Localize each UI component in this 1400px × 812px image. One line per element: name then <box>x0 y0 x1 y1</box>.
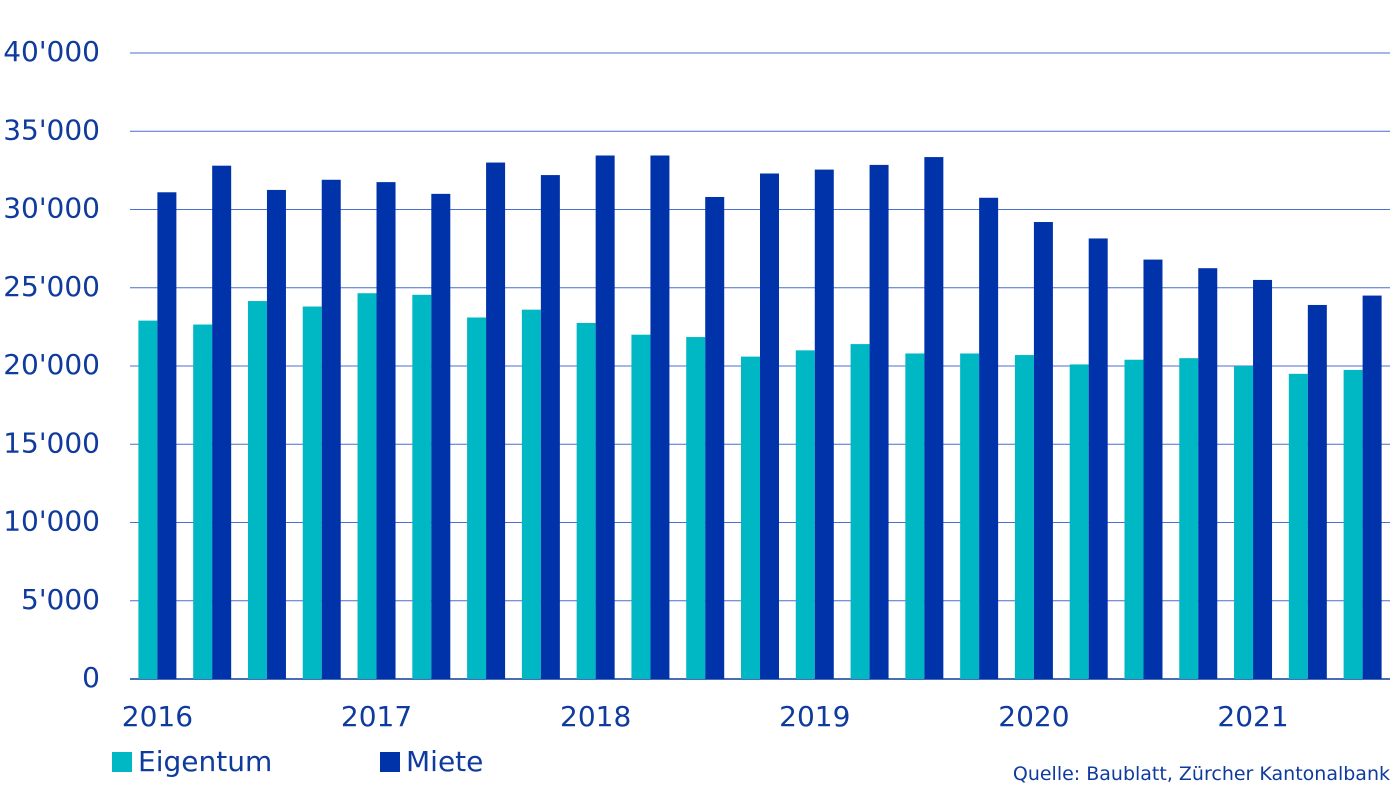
bar <box>686 337 706 679</box>
bar <box>960 353 980 679</box>
bar <box>302 306 322 679</box>
bar <box>1307 304 1327 679</box>
bar <box>540 175 560 679</box>
x-tick-label: 2020 <box>998 700 1069 733</box>
bar <box>1088 238 1108 679</box>
bar <box>321 179 341 679</box>
bar <box>431 193 451 679</box>
bar <box>1234 366 1254 679</box>
bar <box>1198 268 1218 679</box>
bar <box>760 173 779 679</box>
bar <box>1253 279 1273 679</box>
bar <box>595 155 615 679</box>
y-tick-label: 35'000 <box>3 113 100 146</box>
source-note: Quelle: Baublatt, Zürcher Kantonalbank <box>1013 763 1390 785</box>
x-tick-label: 2016 <box>122 700 193 733</box>
bar <box>247 301 267 679</box>
y-tick-label: 40'000 <box>3 35 100 68</box>
x-tick-label: 2017 <box>341 700 412 733</box>
bar <box>266 189 286 679</box>
bar <box>138 320 158 679</box>
bar <box>1014 355 1034 679</box>
y-tick-label: 25'000 <box>3 270 100 303</box>
bar <box>869 164 889 679</box>
bar <box>1288 373 1308 679</box>
bar <box>1179 358 1199 679</box>
bar <box>924 157 944 679</box>
bar <box>1033 222 1053 679</box>
y-tick-label: 20'000 <box>3 348 100 381</box>
bar <box>357 293 377 679</box>
bar <box>1362 295 1382 679</box>
bar <box>631 334 651 679</box>
bar <box>814 169 834 679</box>
bar <box>1069 364 1089 679</box>
bar <box>376 182 396 680</box>
y-tick-label: 0 <box>82 661 100 694</box>
legend-swatch <box>380 752 400 772</box>
y-tick-label: 15'000 <box>3 426 100 459</box>
bar <box>1143 259 1163 679</box>
bar <box>795 350 815 679</box>
bar <box>193 324 213 679</box>
bar <box>741 356 760 679</box>
x-tick-label: 2021 <box>1217 700 1288 733</box>
bar <box>412 294 432 679</box>
bar <box>1343 369 1363 679</box>
y-tick-label: 30'000 <box>3 192 100 225</box>
bar <box>521 309 541 679</box>
bar <box>850 344 870 679</box>
y-tick-label: 5'000 <box>21 583 100 616</box>
bar <box>1124 359 1144 679</box>
bar <box>905 353 925 679</box>
legend-label: Miete <box>406 745 483 778</box>
bar <box>650 155 670 679</box>
bar <box>212 165 232 679</box>
y-tick-label: 10'000 <box>3 505 100 538</box>
legend-swatch <box>112 752 132 772</box>
legend-label: Eigentum <box>138 745 272 778</box>
bar <box>157 192 177 679</box>
bar <box>979 197 999 679</box>
bar <box>467 317 487 679</box>
bar <box>576 322 596 679</box>
bar <box>705 196 725 680</box>
bar <box>486 162 506 680</box>
x-tick-label: 2019 <box>779 700 850 733</box>
x-tick-label: 2018 <box>560 700 631 733</box>
